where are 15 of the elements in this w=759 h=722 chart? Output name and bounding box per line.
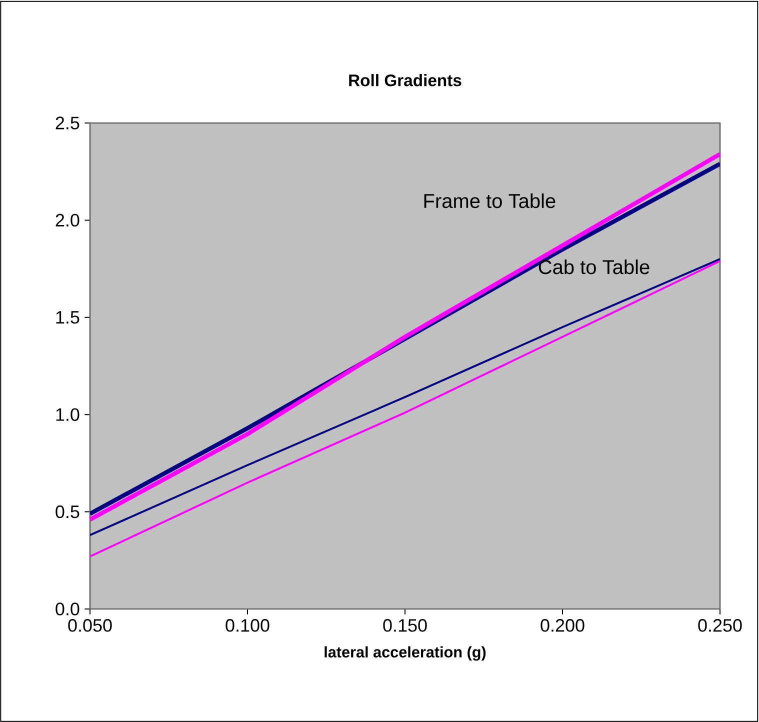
x-tick-label: 0.100 [226,619,270,632]
x-axis-title: lateral acceleration (g) [324,646,486,661]
annotation: Frame to Table [424,193,556,208]
y-tick-label: 1.5 [56,311,80,324]
y-tick-label: 0.5 [56,505,80,518]
y-tick-label: 1.0 [56,408,80,421]
y-tick-label: 2.5 [56,116,80,130]
y-tick-label: 0.0 [56,602,80,616]
x-tick-label: 0.250 [698,619,742,632]
x-tick-label: 0.050 [68,619,112,632]
x-tick-label: 0.150 [383,619,427,632]
annotation: Cab to Table [538,260,650,274]
y-tick-label: 2.0 [56,214,80,227]
chart-title: Roll Gradients [349,74,462,86]
x-tick-label: 0.200 [540,619,584,632]
